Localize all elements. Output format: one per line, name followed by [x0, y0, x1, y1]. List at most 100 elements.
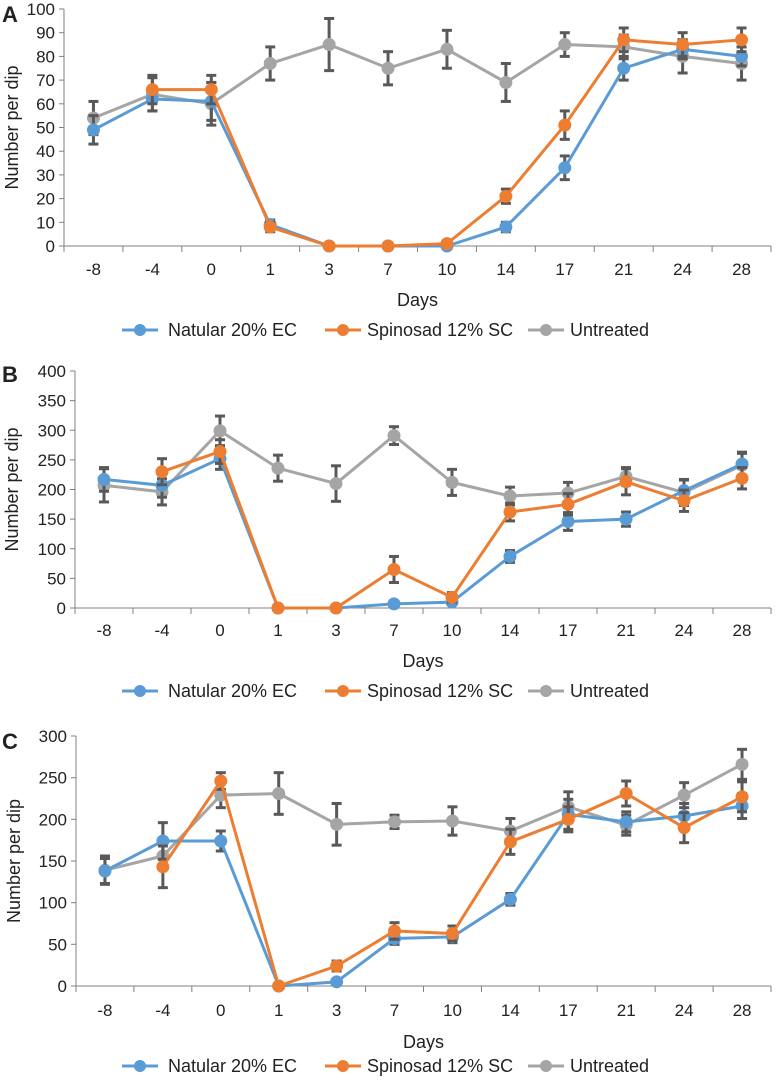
data-point: [263, 220, 277, 234]
data-point: [619, 475, 633, 489]
legend-label: Untreated: [570, 681, 649, 701]
x-tick-label: 7: [390, 1001, 399, 1020]
data-point: [677, 788, 691, 802]
data-point: [445, 475, 459, 489]
legend: Natular 20% EC Spinosad 12% SC Untreated: [122, 1056, 649, 1076]
series-line: [103, 457, 743, 610]
data-point: [388, 924, 402, 938]
x-tick-label: 14: [501, 621, 520, 640]
data-point: [388, 815, 402, 829]
x-tick-label: 10: [443, 1001, 462, 1020]
y-tick-label: 250: [39, 769, 67, 788]
data-point: [558, 161, 572, 175]
data-point: [387, 597, 401, 611]
y-tick-label: 80: [36, 47, 55, 66]
y-tick-label: 100: [27, 0, 55, 19]
x-tick-label: 24: [675, 621, 694, 640]
legend-marker: [337, 1060, 349, 1072]
legend-marker: [540, 1060, 552, 1072]
chart-panel-a: A 0 10 20 30 40 50 60 70 80 90 100 -8 -4 0 1 3 7 10 14 17 21 2…: [2, 0, 772, 340]
data-point: [677, 494, 691, 508]
x-tick-label: 28: [733, 1001, 752, 1020]
x-tick-label: 10: [437, 260, 456, 279]
data-point: [499, 220, 513, 234]
panel-label: A: [2, 2, 18, 27]
x-tick-label: 24: [673, 260, 692, 279]
data-point: [86, 123, 100, 137]
x-tick-label: 17: [559, 1001, 578, 1020]
y-tick-label: 60: [36, 95, 55, 114]
data-point: [381, 239, 395, 253]
data-point: [499, 75, 513, 89]
data-point: [440, 42, 454, 56]
data-point: [499, 189, 513, 203]
legend-marker: [337, 324, 349, 336]
legend-label: Natular 20% EC: [168, 681, 297, 701]
legend-marker: [134, 324, 146, 336]
data-point: [676, 38, 690, 52]
y-tick-label: 20: [36, 190, 55, 209]
data-point: [561, 514, 575, 528]
x-tick-label: -8: [97, 1001, 112, 1020]
data-point: [156, 860, 170, 874]
data-point: [619, 787, 633, 800]
series-line: [104, 804, 743, 988]
x-tick-label: 21: [617, 1001, 636, 1020]
data-point: [503, 892, 517, 906]
x-tick-label: -8: [86, 260, 101, 279]
x-axis-title: Days: [397, 290, 438, 310]
data-point: [735, 471, 749, 485]
y-tick-label: 0: [46, 237, 55, 256]
data-point: [213, 424, 227, 438]
y-tick-label: 100: [39, 894, 67, 913]
x-axis-title: Days: [403, 1032, 444, 1052]
legend-label: Spinosad 12% SC: [367, 1056, 513, 1076]
x-tick-label: 0: [215, 621, 224, 640]
legend: Natular 20% EC Spinosad 12% SC Untreated: [122, 320, 649, 340]
y-axis-title: Number per dip: [4, 799, 24, 923]
y-tick-label: 40: [36, 142, 55, 161]
x-tick-label: 7: [383, 260, 392, 279]
y-tick-label: 50: [36, 119, 55, 138]
x-tick-label: 21: [617, 621, 636, 640]
panel-label: C: [2, 729, 18, 754]
y-tick-label: 300: [39, 727, 67, 746]
chart-panel-c: C 0 50 100 150 200 250 300 -8 -4 0 1 3 7 10 14 17 21 24 28 D…: [2, 727, 772, 1076]
x-tick-label: 17: [555, 260, 574, 279]
x-tick-label: -4: [154, 621, 169, 640]
y-tick-label: 200: [39, 810, 67, 829]
data-point: [322, 38, 336, 52]
data-point: [98, 864, 112, 878]
x-tick-label: 17: [559, 621, 578, 640]
data-point: [619, 815, 633, 829]
y-tick-label: 50: [47, 569, 66, 588]
data-point: [735, 757, 749, 771]
legend: Natular 20% EC Spinosad 12% SC Untreated: [122, 681, 649, 701]
legend-label: Untreated: [570, 1056, 649, 1076]
data-point: [558, 38, 572, 52]
y-tick-label: 90: [36, 24, 55, 43]
data-point: [387, 562, 401, 576]
data-point: [330, 959, 344, 973]
x-tick-label: 3: [332, 1001, 341, 1020]
data-point: [330, 975, 344, 989]
data-point: [617, 33, 631, 47]
legend-label: Untreated: [570, 320, 649, 340]
x-tick-label: 3: [324, 260, 333, 279]
x-tick-label: 24: [675, 1001, 694, 1020]
x-tick-label: 28: [733, 621, 752, 640]
legend-marker: [540, 324, 552, 336]
x-tick-label: -8: [96, 621, 111, 640]
data-point: [503, 835, 517, 849]
series-spinosad-12-sc: [145, 26, 749, 253]
data-point: [735, 33, 749, 47]
legend-marker: [134, 1060, 146, 1072]
legend-label: Natular 20% EC: [168, 320, 297, 340]
legend-marker: [540, 685, 552, 697]
data-point: [329, 601, 343, 615]
series-natular-20-ec: [86, 38, 749, 253]
x-tick-label: 28: [732, 260, 751, 279]
data-point: [617, 61, 631, 75]
data-point: [381, 61, 395, 75]
y-axis-title: Number per dip: [2, 427, 22, 551]
